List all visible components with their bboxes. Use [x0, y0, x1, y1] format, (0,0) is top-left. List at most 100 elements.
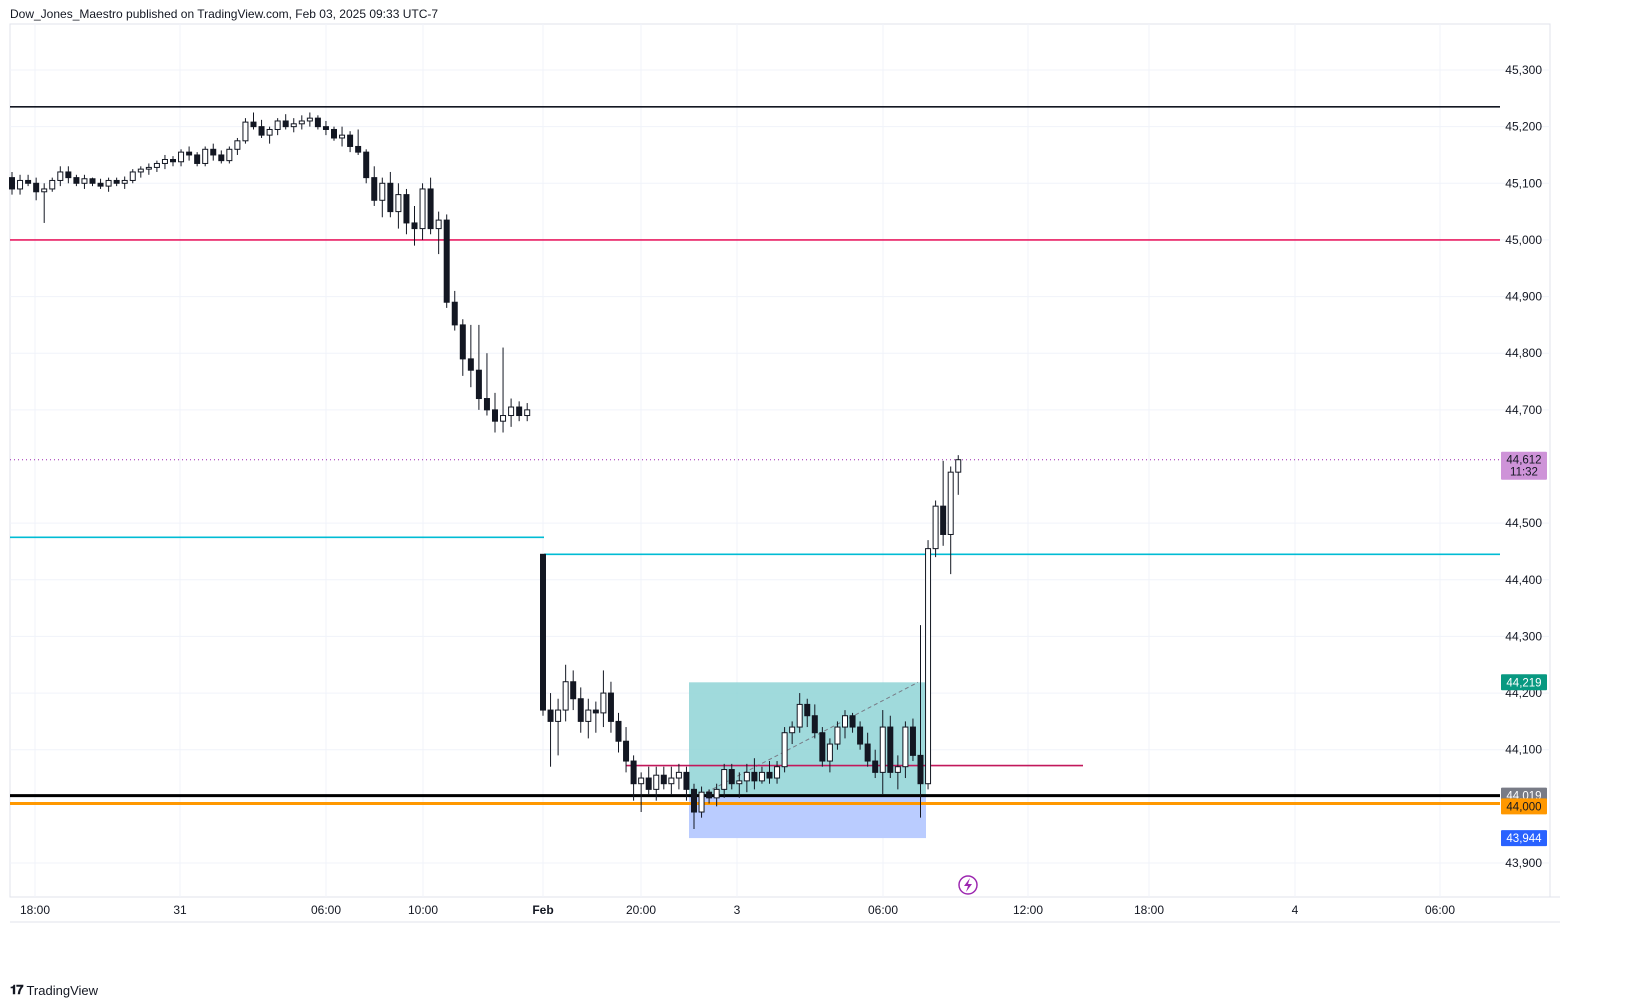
position-stop-zone: [689, 795, 926, 839]
candle-body: [194, 154, 201, 164]
candle: [607, 681, 614, 733]
candle-body: [524, 409, 531, 417]
candle: [492, 392, 498, 433]
candlestick-series: [9, 112, 962, 830]
branding[interactable]: 𝟏𝟕 TradingView: [10, 982, 98, 998]
candle-body: [17, 179, 24, 190]
candle-body: [940, 505, 947, 535]
candle-body: [186, 151, 193, 156]
candle: [57, 166, 64, 187]
candle: [834, 721, 841, 750]
candle-body: [492, 409, 498, 422]
chart-grid: [9, 23, 1560, 923]
time-axis: 18:00 31 06:00 10:00 Feb 20:00 3 06:00 12:00 18:0…: [20, 903, 1455, 917]
candle-body: [202, 148, 209, 164]
candle: [540, 553, 546, 716]
candle: [751, 758, 758, 790]
price-label-bg: [1501, 830, 1547, 847]
candle-body: [250, 121, 257, 128]
candle: [170, 156, 176, 167]
candle: [600, 670, 607, 728]
candle: [894, 755, 901, 790]
candle: [411, 205, 418, 246]
candle-body: [743, 771, 750, 782]
candle: [322, 120, 329, 136]
candle-body: [736, 780, 743, 785]
candle: [577, 687, 584, 733]
candle-body: [909, 726, 916, 756]
candle: [427, 177, 434, 235]
y-tick-label: 44,400: [1505, 573, 1542, 587]
candle: [940, 460, 947, 546]
candle: [562, 664, 569, 722]
candle-body: [371, 177, 378, 201]
candle-body: [826, 743, 833, 762]
candle: [210, 143, 217, 161]
x-tick-label: 06:00: [311, 903, 341, 917]
candle-body: [113, 179, 120, 184]
candle: [500, 347, 507, 433]
x-tick-label: 31: [173, 903, 187, 917]
candle: [161, 154, 168, 170]
position-path-line: [699, 681, 919, 797]
candle: [73, 174, 80, 187]
candle: [842, 710, 848, 739]
candle-body: [570, 681, 577, 700]
candle-body: [81, 178, 88, 184]
candle: [395, 183, 402, 229]
price-label-bg: [1501, 451, 1547, 480]
y-tick-label: 44,300: [1505, 629, 1542, 643]
candle-body: [789, 726, 796, 734]
candle: [615, 712, 622, 753]
candle-body: [894, 766, 901, 773]
candle-body: [540, 553, 546, 711]
candle-body: [698, 791, 705, 813]
candle: [202, 146, 209, 167]
candle: [902, 721, 909, 779]
candle-body: [274, 120, 281, 130]
candle: [339, 126, 346, 147]
candle: [331, 126, 337, 141]
x-tick-label: 4: [1292, 903, 1299, 917]
candle: [17, 174, 24, 195]
candle-body: [347, 134, 354, 147]
candle: [796, 693, 803, 733]
candle-body: [234, 140, 241, 150]
candle-body: [73, 177, 80, 184]
price-label: 43,944: [1506, 833, 1542, 845]
candle: [698, 786, 705, 818]
candle: [774, 761, 781, 784]
candle: [178, 149, 185, 167]
candle-body: [314, 117, 321, 128]
candle: [713, 783, 720, 807]
candle: [314, 115, 321, 130]
candle-body: [516, 406, 523, 417]
x-tick-label: 20:00: [626, 903, 656, 917]
candle-body: [129, 171, 136, 181]
candle-body: [872, 760, 879, 773]
candle-body: [721, 769, 728, 790]
y-tick-label: 43,900: [1505, 856, 1542, 870]
candle-body: [675, 771, 682, 779]
candle: [403, 188, 410, 235]
event-lightning-icon[interactable]: [958, 875, 978, 895]
candle-body: [864, 743, 871, 762]
candle: [781, 727, 788, 773]
candle: [145, 163, 152, 175]
candle: [65, 166, 72, 184]
candle: [660, 766, 667, 790]
candle-body: [306, 117, 313, 122]
candle: [97, 178, 104, 189]
candle: [721, 763, 728, 798]
candle: [804, 698, 811, 728]
candle-body: [585, 709, 592, 722]
candle-body: [623, 740, 630, 762]
candle: [917, 625, 924, 818]
candle: [347, 131, 354, 153]
candle-body: [751, 771, 758, 782]
candle-body: [947, 471, 954, 535]
x-tick-label: 3: [734, 903, 741, 917]
candle-body: [932, 505, 939, 550]
candle: [89, 177, 96, 187]
